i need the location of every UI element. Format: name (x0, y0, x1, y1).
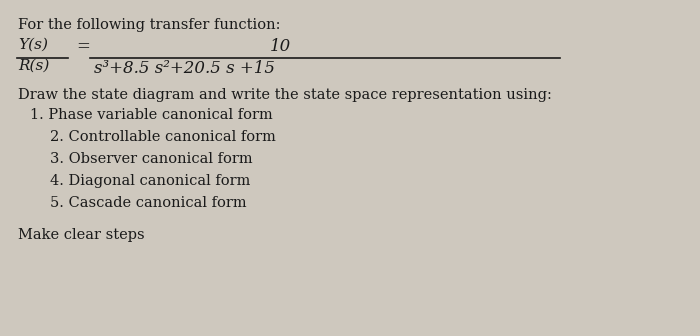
Text: R(s): R(s) (18, 59, 50, 73)
Text: 1. Phase variable canonical form: 1. Phase variable canonical form (30, 108, 273, 122)
Text: 10: 10 (270, 38, 290, 55)
Text: Draw the state diagram and write the state space representation using:: Draw the state diagram and write the sta… (18, 88, 552, 102)
Text: s³+8.5 s²+20.5 s +15: s³+8.5 s²+20.5 s +15 (94, 60, 275, 77)
Text: 4. Diagonal canonical form: 4. Diagonal canonical form (50, 174, 251, 188)
Text: Make clear steps: Make clear steps (18, 228, 145, 242)
Text: 3. Observer canonical form: 3. Observer canonical form (50, 152, 253, 166)
Text: 5. Cascade canonical form: 5. Cascade canonical form (50, 196, 246, 210)
Text: For the following transfer function:: For the following transfer function: (18, 18, 281, 32)
Text: Y(s): Y(s) (18, 38, 48, 52)
Text: 2. Controllable canonical form: 2. Controllable canonical form (50, 130, 276, 144)
Text: =: = (76, 39, 90, 55)
